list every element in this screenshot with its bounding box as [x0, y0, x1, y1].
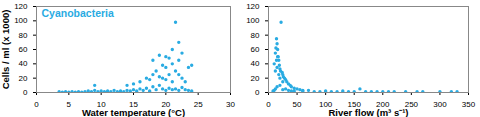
svg-text:0: 0: [255, 88, 260, 97]
svg-text:Cells / ml (x 1000): Cells / ml (x 1000): [0, 10, 11, 90]
svg-text:20: 20: [19, 74, 28, 83]
svg-text:150: 150: [347, 100, 361, 110]
svg-text:80: 80: [19, 31, 28, 40]
svg-text:40: 40: [251, 59, 260, 68]
svg-text:200: 200: [376, 100, 390, 110]
svg-text:20: 20: [161, 100, 171, 110]
svg-text:River flow (m³ s⁻¹): River flow (m³ s⁻¹): [328, 107, 408, 117]
svg-text:25: 25: [194, 100, 203, 109]
svg-text:60: 60: [19, 45, 28, 54]
svg-text:0: 0: [34, 100, 39, 109]
svg-text:20: 20: [251, 74, 260, 83]
svg-text:100: 100: [14, 16, 28, 25]
svg-text:0: 0: [266, 100, 271, 109]
svg-text:30: 30: [226, 100, 235, 109]
svg-text:40: 40: [19, 59, 28, 68]
svg-text:15: 15: [129, 100, 138, 110]
svg-text:350: 350: [462, 100, 476, 109]
svg-text:5: 5: [67, 100, 72, 109]
svg-text:100: 100: [246, 16, 260, 25]
svg-text:Cyanobacteria: Cyanobacteria: [42, 7, 115, 19]
svg-text:250: 250: [404, 100, 418, 110]
svg-text:100: 100: [319, 100, 333, 110]
svg-text:300: 300: [433, 100, 447, 109]
svg-text:120: 120: [246, 2, 260, 11]
svg-text:60: 60: [251, 45, 260, 54]
svg-text:0: 0: [23, 88, 28, 97]
svg-text:80: 80: [251, 31, 260, 40]
svg-text:10: 10: [96, 100, 106, 110]
svg-text:Water temperature (°C): Water temperature (°C): [82, 107, 185, 117]
svg-text:120: 120: [14, 2, 28, 11]
svg-text:50: 50: [293, 100, 302, 109]
